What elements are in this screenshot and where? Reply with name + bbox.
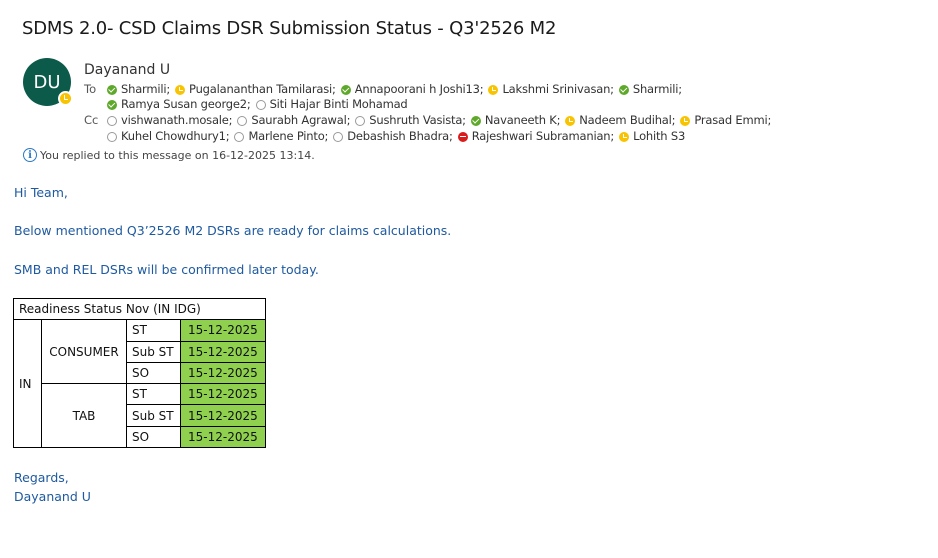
recipient[interactable]: Annapoorani h Joshi13; [340, 82, 484, 96]
table-row: IN CONSUMER ST 15-12-2025 [13, 319, 266, 449]
table-header: Readiness Status Nov (IN IDG) [13, 297, 266, 321]
recipient[interactable]: Lakshmi Srinivasan; [488, 82, 614, 96]
signature: Dayanand U [14, 489, 91, 504]
recipient[interactable]: Prasad Emmi; [680, 113, 771, 127]
date-cell: 15-12-2025 [180, 340, 266, 363]
greeting: Hi Team, [14, 185, 68, 200]
offline-status-icon [237, 115, 248, 126]
type-cell: Sub ST [126, 404, 181, 427]
available-status-icon [618, 84, 629, 95]
cc-line-1: vishwanath.mosale; Saurabh Agrawal; Sush… [107, 113, 776, 127]
cc-label: Cc [84, 113, 99, 127]
body-line-1: Below mentioned Q3’2526 M2 DSRs are read… [14, 223, 452, 238]
type-cell: Sub ST [126, 340, 181, 363]
date-cell: 15-12-2025 [180, 404, 266, 427]
available-status-icon [470, 115, 481, 126]
busy-status-icon [457, 131, 468, 142]
date-cell: 15-12-2025 [180, 383, 266, 406]
away-status-icon [58, 91, 73, 106]
recipient[interactable]: Kuhel Chowdhury1; [107, 129, 230, 143]
cc-line-2: Kuhel Chowdhury1; Marlene Pinto; Debashi… [107, 129, 690, 143]
recipient[interactable]: Saurabh Agrawal; [237, 113, 350, 127]
group-cell: TAB [41, 383, 127, 449]
available-status-icon [107, 99, 117, 110]
type-cell: ST [126, 319, 181, 342]
recipient[interactable]: Sharmili; [618, 82, 682, 96]
recipient[interactable]: Pugalananthan Tamilarasi; [175, 82, 336, 96]
available-status-icon [107, 84, 117, 95]
recipient[interactable]: Lohith S3 [619, 129, 685, 143]
region-cell: IN [13, 319, 42, 449]
info-icon: i [23, 148, 37, 162]
away-status-icon [175, 84, 186, 95]
recipient[interactable]: Sushruth Vasista; [355, 113, 466, 127]
type-cell: ST [126, 383, 181, 406]
date-cell: 15-12-2025 [180, 361, 266, 385]
recipient[interactable]: Sharmili; [107, 82, 170, 96]
recipient[interactable]: Siti Hajar Binti Mohamad [255, 97, 408, 111]
table-row: TAB ST 15-12-2025 [14, 383, 266, 449]
regards: Regards, [14, 470, 69, 485]
sender-name[interactable]: Dayanand U [84, 62, 171, 78]
away-status-icon [619, 131, 630, 142]
table-row: Sub ST 15-12-2025 [14, 404, 266, 427]
table-row: SO 15-12-2025 [14, 425, 266, 449]
table-row: Sub ST 15-12-2025 [14, 340, 266, 363]
recipient[interactable]: Debashish Bhadra; [333, 129, 453, 143]
offline-status-icon [107, 115, 117, 126]
offline-status-icon [107, 131, 117, 142]
body-line-2: SMB and REL DSRs will be confirmed later… [14, 262, 319, 277]
sender-avatar[interactable]: DU [23, 58, 71, 106]
away-status-icon [488, 84, 499, 95]
offline-status-icon [234, 131, 245, 142]
to-line-2: Ramya Susan george2; Siti Hajar Binti Mo… [107, 97, 413, 111]
recipient[interactable]: Rajeshwari Subramanian; [457, 129, 614, 143]
reply-info-bar[interactable]: i You replied to this message on 16-12-2… [23, 148, 315, 162]
type-cell: SO [126, 361, 181, 385]
recipient[interactable]: Ramya Susan george2; [107, 97, 251, 111]
to-label: To [84, 82, 97, 96]
recipient[interactable]: Marlene Pinto; [234, 129, 328, 143]
offline-status-icon [255, 99, 266, 110]
type-cell: SO [126, 425, 181, 449]
away-status-icon [565, 115, 576, 126]
away-status-icon [680, 115, 691, 126]
date-cell: 15-12-2025 [180, 319, 266, 342]
available-status-icon [340, 84, 351, 95]
reply-info-text: You replied to this message on 16-12-202… [40, 148, 315, 162]
date-cell: 15-12-2025 [180, 425, 266, 449]
readiness-status-table: Readiness Status Nov (IN IDG) IN CONSUME… [13, 297, 266, 449]
to-line-1: Sharmili; Pugalananthan Tamilarasi; Anna… [107, 82, 687, 96]
group-cell: CONSUMER [41, 319, 127, 385]
offline-status-icon [355, 115, 366, 126]
recipient[interactable]: vishwanath.mosale; [107, 113, 233, 127]
recipient[interactable]: Navaneeth K; [470, 113, 560, 127]
offline-status-icon [333, 131, 344, 142]
recipient[interactable]: Nadeem Budihal; [565, 113, 676, 127]
email-subject: SDMS 2.0- CSD Claims DSR Submission Stat… [22, 18, 557, 39]
